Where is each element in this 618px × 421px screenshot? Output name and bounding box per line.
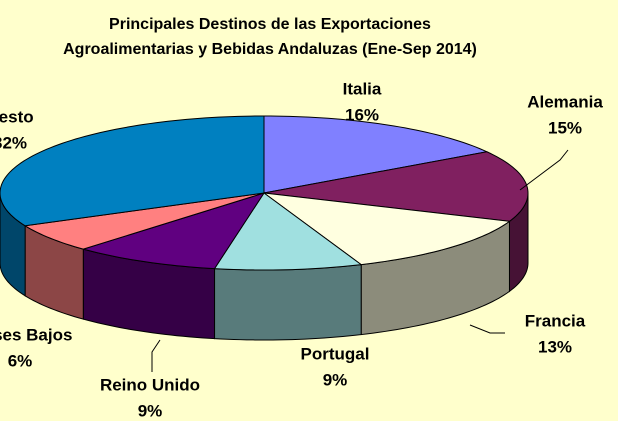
leader-line xyxy=(151,339,161,372)
slice xyxy=(0,115,265,227)
slice xyxy=(81,192,266,270)
slice xyxy=(23,192,265,250)
slice xyxy=(263,151,529,222)
value-label: 13% xyxy=(538,337,572,356)
slice-side xyxy=(214,264,362,341)
slice-label: Portugal xyxy=(301,344,370,363)
leader-line xyxy=(519,149,569,191)
value-label: 15% xyxy=(548,118,582,137)
leader-line xyxy=(469,324,505,334)
value-label: 6% xyxy=(8,351,33,370)
pie xyxy=(0,115,529,341)
slice-label: Francia xyxy=(525,311,586,330)
chart-title: Agroalimentarias y Bebidas Andaluzas (En… xyxy=(63,41,477,58)
slice xyxy=(263,115,489,194)
chart-title: Principales Destinos de las Exportacione… xyxy=(109,16,431,33)
slice xyxy=(262,192,511,266)
value-label: 16% xyxy=(345,105,379,124)
value-label: 9% xyxy=(138,401,163,420)
slice-label: Resto xyxy=(0,107,34,126)
slice-label: Reino Unido xyxy=(100,375,200,394)
value-label: 32% xyxy=(0,133,27,152)
slice-label: Italia xyxy=(343,79,382,98)
value-label: 9% xyxy=(323,370,348,389)
slice-label: Países Bajos xyxy=(0,325,72,344)
slice-label: Alemania xyxy=(527,92,603,111)
slice xyxy=(213,192,363,271)
